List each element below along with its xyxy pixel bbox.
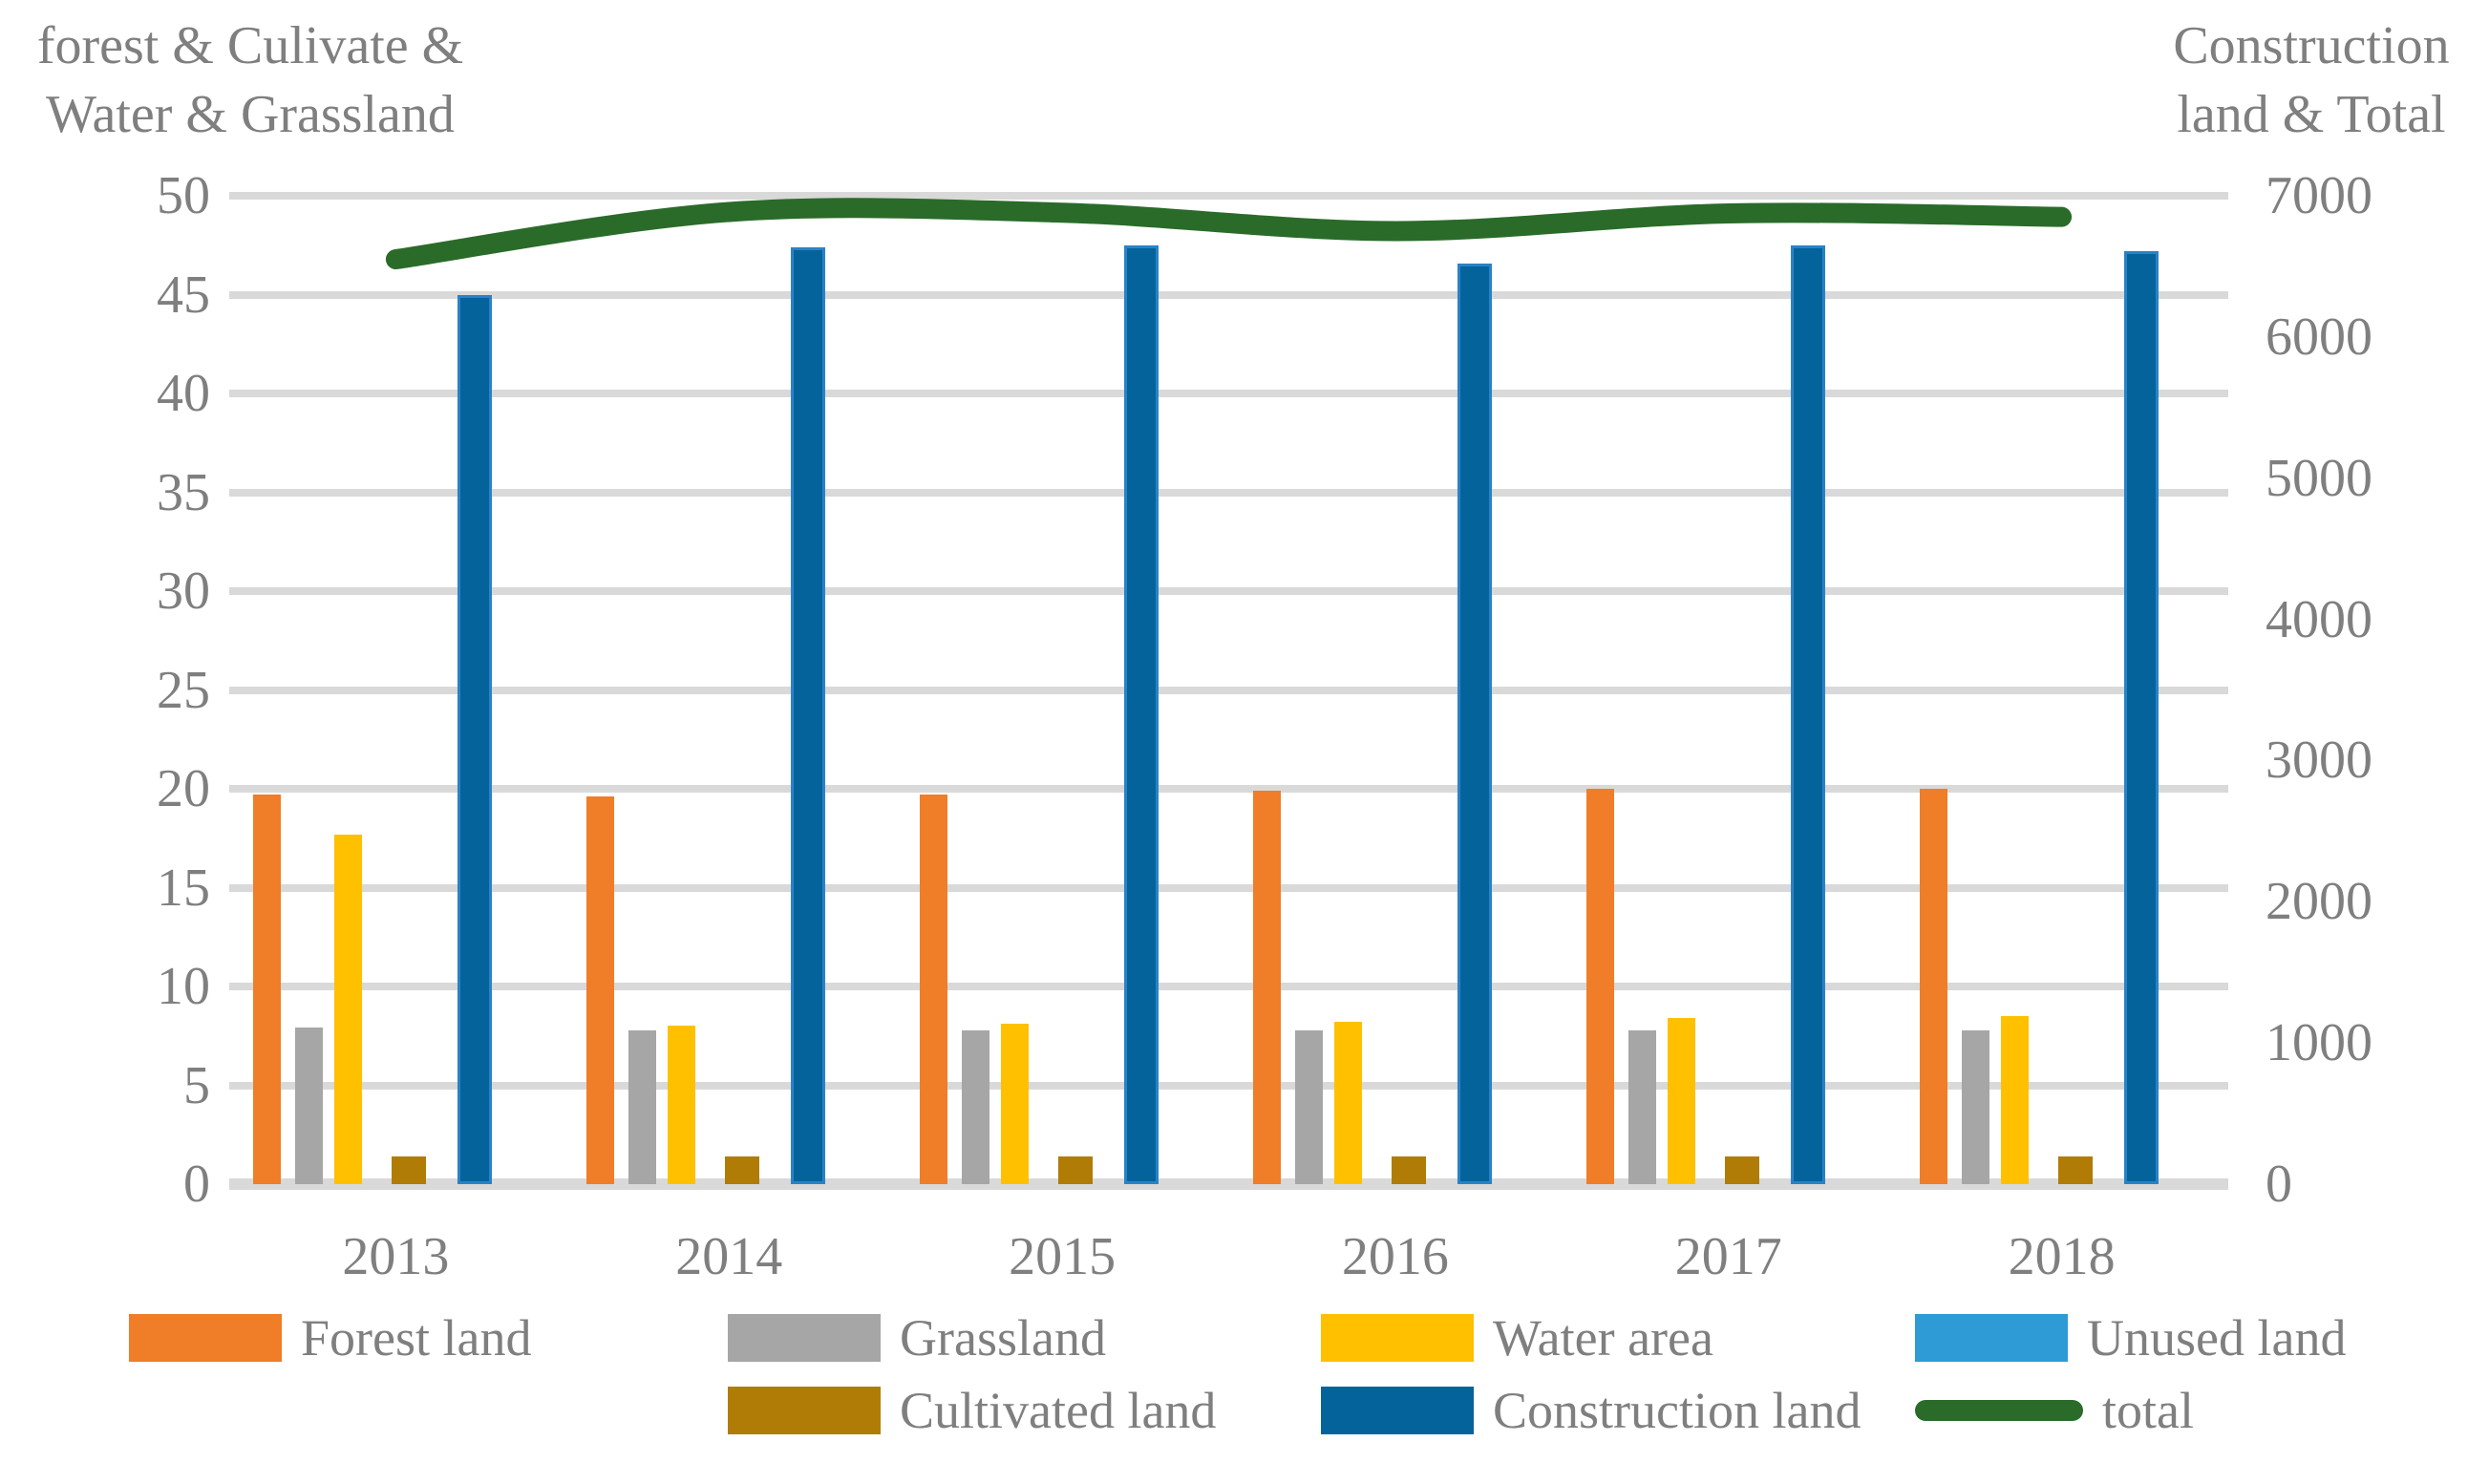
gridline-35 bbox=[229, 488, 2228, 497]
bar-grassland-2018 bbox=[1961, 1029, 1989, 1184]
left-axis-tick-40: 40 bbox=[157, 364, 210, 423]
bar-grassland-2016 bbox=[1294, 1029, 1323, 1184]
left-axis-tick-10: 10 bbox=[157, 957, 210, 1016]
gridline-15 bbox=[229, 883, 2228, 892]
bar-construction-land-2017 bbox=[1790, 244, 1825, 1184]
gridline-45 bbox=[229, 290, 2228, 299]
bar-construction-land-2013 bbox=[457, 294, 493, 1184]
bar-grassland-2017 bbox=[1627, 1029, 1656, 1184]
bar-water-area-2018 bbox=[2000, 1016, 2029, 1184]
bar-forest-land-2018 bbox=[1919, 789, 1947, 1184]
legend-label-unused-land: Unused land bbox=[2087, 1309, 2347, 1367]
bar-cultivated-land-2015 bbox=[1058, 1156, 1094, 1184]
bar-water-area-2013 bbox=[334, 834, 363, 1184]
legend-label-water-area: Water area bbox=[1493, 1309, 1713, 1367]
bar-cultivated-land-2014 bbox=[725, 1156, 760, 1184]
left-axis-title-line1: forest & Culivate & bbox=[36, 16, 464, 75]
bar-forest-land-2015 bbox=[920, 795, 948, 1184]
legend-item-cultivated-land: Cultivated land bbox=[728, 1385, 1216, 1436]
left-axis-tick-45: 45 bbox=[157, 265, 210, 325]
gridline-20 bbox=[229, 785, 2228, 793]
right-axis-title-line1: Construction bbox=[2173, 16, 2450, 75]
bar-water-area-2015 bbox=[1001, 1024, 1030, 1184]
gridline-25 bbox=[229, 686, 2228, 694]
right-axis-tick-7000: 7000 bbox=[2266, 166, 2372, 225]
legend-swatch-grassland bbox=[728, 1314, 881, 1362]
right-axis-tick-5000: 5000 bbox=[2266, 448, 2372, 508]
bar-grassland-2013 bbox=[295, 1028, 324, 1184]
bar-water-area-2017 bbox=[1667, 1018, 1695, 1184]
legend-label-total: total bbox=[2102, 1382, 2194, 1439]
gridline-5 bbox=[229, 1081, 2228, 1090]
gridline-40 bbox=[229, 390, 2228, 397]
bar-construction-land-2016 bbox=[1457, 263, 1492, 1184]
x-axis-label-2018: 2018 bbox=[2008, 1227, 2116, 1286]
bar-cultivated-land-2016 bbox=[1391, 1156, 1426, 1184]
left-axis-tick-25: 25 bbox=[157, 660, 210, 720]
legend-item-unused-land: Unused land bbox=[1915, 1312, 2346, 1364]
bar-construction-land-2014 bbox=[791, 246, 826, 1184]
right-axis-tick-0: 0 bbox=[2266, 1155, 2292, 1214]
legend-item-forest-land: Forest land bbox=[129, 1312, 531, 1364]
right-axis-tick-3000: 3000 bbox=[2266, 731, 2372, 791]
x-axis-label-2015: 2015 bbox=[1009, 1227, 1117, 1286]
legend-swatch-cultivated-land bbox=[728, 1387, 881, 1434]
x-axis-label-2014: 2014 bbox=[675, 1227, 783, 1286]
x-axis-label-2016: 2016 bbox=[1341, 1227, 1449, 1286]
left-axis-tick-50: 50 bbox=[157, 166, 210, 225]
right-axis-title: Construction land & Total bbox=[2147, 11, 2476, 149]
bar-cultivated-land-2018 bbox=[2057, 1156, 2093, 1184]
bar-grassland-2015 bbox=[962, 1029, 990, 1184]
legend-label-forest-land: Forest land bbox=[301, 1309, 532, 1367]
right-axis-tick-4000: 4000 bbox=[2266, 589, 2372, 649]
legend-label-grassland: Grassland bbox=[900, 1309, 1106, 1367]
legend-swatch-total bbox=[1915, 1400, 2083, 1421]
legend-swatch-water-area bbox=[1321, 1314, 1474, 1362]
x-axis-label-2017: 2017 bbox=[1674, 1227, 1782, 1286]
legend-swatch-unused-land bbox=[1915, 1314, 2068, 1362]
left-axis-tick-0: 0 bbox=[183, 1155, 210, 1214]
legend-swatch-forest-land bbox=[129, 1314, 282, 1362]
left-axis-tick-35: 35 bbox=[157, 462, 210, 522]
bar-grassland-2014 bbox=[628, 1029, 657, 1184]
left-axis-tick-30: 30 bbox=[157, 562, 210, 621]
bar-forest-land-2014 bbox=[586, 796, 615, 1184]
left-axis-tick-5: 5 bbox=[183, 1055, 210, 1115]
right-axis-tick-2000: 2000 bbox=[2266, 872, 2372, 932]
legend-label-cultivated-land: Cultivated land bbox=[900, 1382, 1217, 1439]
legend-swatch-construction-land bbox=[1321, 1387, 1474, 1434]
gridline-30 bbox=[229, 587, 2228, 595]
bar-water-area-2014 bbox=[668, 1026, 696, 1184]
legend-item-construction-land: Construction land bbox=[1321, 1385, 1861, 1436]
legend-item-total: total bbox=[1915, 1385, 2194, 1436]
bar-cultivated-land-2013 bbox=[392, 1156, 427, 1184]
gridline-10 bbox=[229, 983, 2228, 990]
left-axis-title-line2: Water & Grassland bbox=[46, 85, 455, 144]
bar-forest-land-2013 bbox=[253, 795, 282, 1184]
bar-forest-land-2017 bbox=[1585, 789, 1614, 1184]
bar-construction-land-2018 bbox=[2123, 250, 2159, 1184]
gridline-50 bbox=[229, 192, 2228, 200]
right-axis-title-line2: land & Total bbox=[2177, 85, 2446, 144]
left-axis-tick-15: 15 bbox=[157, 858, 210, 918]
total-line-path bbox=[385, 198, 2073, 270]
left-axis-title: forest & Culivate & Water & Grassland bbox=[21, 11, 479, 149]
legend-label-construction-land: Construction land bbox=[1493, 1382, 1861, 1439]
legend-item-grassland: Grassland bbox=[728, 1312, 1106, 1364]
bar-cultivated-land-2017 bbox=[1724, 1156, 1759, 1184]
x-axis-label-2013: 2013 bbox=[342, 1227, 450, 1286]
right-axis-tick-6000: 6000 bbox=[2266, 307, 2372, 367]
left-axis-tick-20: 20 bbox=[157, 759, 210, 818]
right-axis-tick-1000: 1000 bbox=[2266, 1013, 2372, 1073]
bar-forest-land-2016 bbox=[1252, 791, 1281, 1184]
bar-construction-land-2015 bbox=[1124, 244, 1159, 1184]
bar-water-area-2016 bbox=[1333, 1022, 1362, 1184]
legend-item-water-area: Water area bbox=[1321, 1312, 1713, 1364]
